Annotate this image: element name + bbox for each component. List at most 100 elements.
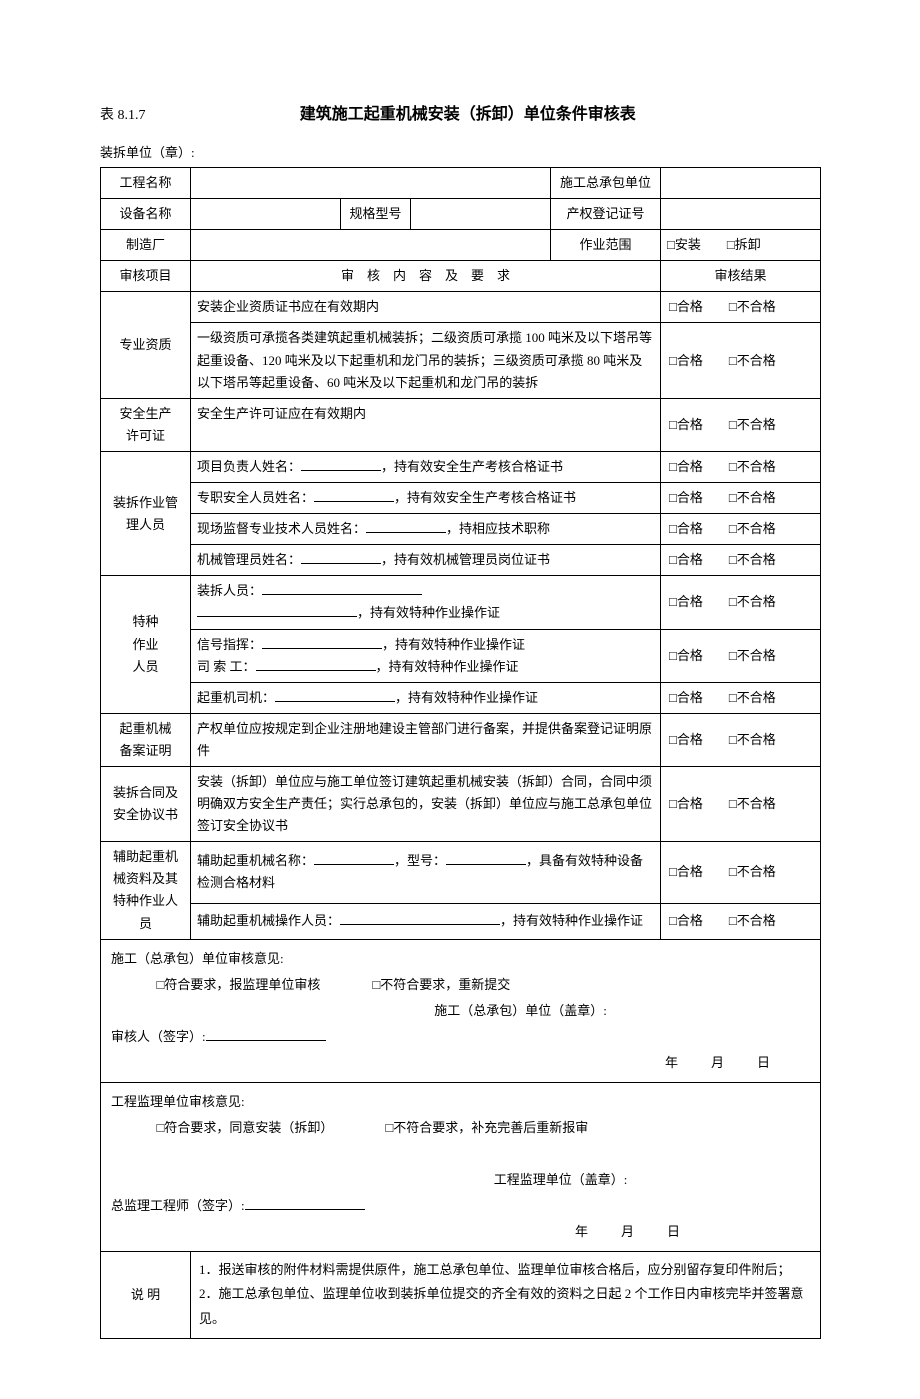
result-cell[interactable]: □合格 □不合格 — [661, 545, 821, 576]
blank-field[interactable] — [314, 852, 394, 865]
blank-field[interactable] — [256, 658, 376, 671]
page: 表 8.1.7 建筑施工起重机械安装（拆卸）单位条件审核表 装拆单位（章）: 工… — [0, 0, 920, 1399]
table-row: 起重机司机：，持有效特种作业操作证 □合格 □不合格 — [101, 682, 821, 713]
checkbox-install[interactable]: □安装 — [667, 237, 701, 252]
checkbox-opt1[interactable]: □符合要求，报监理单位审核 — [111, 972, 320, 998]
text: 安全生产 — [119, 406, 171, 421]
result-cell[interactable]: □合格 □不合格 — [661, 713, 821, 766]
subhead: 装拆单位（章）: — [100, 142, 820, 161]
result-cell[interactable]: □合格 □不合格 — [661, 629, 821, 682]
field-project-name[interactable] — [191, 168, 551, 199]
checkbox-dismantle[interactable]: □拆卸 — [727, 237, 761, 252]
blank-field[interactable] — [314, 489, 394, 502]
checkbox-pass[interactable]: □合格 — [669, 913, 703, 928]
result-cell[interactable]: □合格 □不合格 — [661, 576, 821, 629]
checkbox-fail[interactable]: □不合格 — [729, 913, 776, 928]
result-cell[interactable]: □合格 □不合格 — [661, 514, 821, 545]
label-manufacturer: 制造厂 — [101, 230, 191, 261]
blank-field[interactable] — [340, 912, 500, 925]
sign-field[interactable] — [206, 1028, 326, 1041]
field-equipment-name[interactable] — [191, 199, 341, 230]
checkbox-pass[interactable]: □合格 — [669, 299, 703, 314]
checkbox-opt2[interactable]: □不符合要求，重新提交 — [372, 977, 510, 992]
text: 作业 — [132, 637, 158, 652]
checkbox-fail[interactable]: □不合格 — [729, 353, 776, 368]
blank-field[interactable] — [262, 582, 422, 595]
content-mgmt-1: 项目负责人姓名：，持有效安全生产考核合格证书 — [191, 451, 661, 482]
text: 辅助起重机 — [113, 849, 178, 864]
text: 特种 — [132, 614, 158, 629]
text: 员 — [139, 916, 152, 931]
content-special-2: 信号指挥：，持有效特种作业操作证 司 索 工：，持有效特种作业操作证 — [191, 629, 661, 682]
checkbox-opt1[interactable]: □符合要求，同意安装（拆卸） — [111, 1115, 333, 1141]
checkbox-pass[interactable]: □合格 — [669, 732, 703, 747]
checkbox-fail[interactable]: □不合格 — [729, 552, 776, 567]
text: ，持有效安全生产考核合格证书 — [381, 459, 563, 474]
checkbox-fail[interactable]: □不合格 — [729, 732, 776, 747]
result-cell[interactable]: □合格 □不合格 — [661, 451, 821, 482]
checkbox-opt2[interactable]: □不符合要求，补充完善后重新报审 — [385, 1120, 588, 1135]
field-general-contractor[interactable] — [661, 168, 821, 199]
checkbox-pass[interactable]: □合格 — [669, 690, 703, 705]
checkbox-fail[interactable]: □不合格 — [729, 521, 776, 536]
checkbox-fail[interactable]: □不合格 — [729, 299, 776, 314]
checkbox-pass[interactable]: □合格 — [669, 353, 703, 368]
checkbox-pass[interactable]: □合格 — [669, 490, 703, 505]
result-cell[interactable]: □合格 □不合格 — [661, 842, 821, 903]
checkbox-fail[interactable]: □不合格 — [729, 490, 776, 505]
checkbox-fail[interactable]: □不合格 — [729, 459, 776, 474]
checkbox-pass[interactable]: □合格 — [669, 552, 703, 567]
checkbox-fail[interactable]: □不合格 — [729, 417, 776, 432]
table-row: 信号指挥：，持有效特种作业操作证 司 索 工：，持有效特种作业操作证 □合格 □… — [101, 629, 821, 682]
table-row: 辅助起重机 械资料及其 特种作业人 员 辅助起重机械名称：，型号：，具备有效特种… — [101, 842, 821, 903]
label-property-cert: 产权登记证号 — [551, 199, 661, 230]
table-row: 安全生产 许可证 安全生产许可证应在有效期内 □合格 □不合格 — [101, 398, 821, 451]
result-cell[interactable]: □合格 □不合格 — [661, 682, 821, 713]
field-property-cert[interactable] — [661, 199, 821, 230]
checkbox-fail[interactable]: □不合格 — [729, 648, 776, 663]
field-spec-model[interactable] — [411, 199, 551, 230]
content-safety-permit: 安全生产许可证应在有效期内 — [191, 398, 661, 451]
col-review-result: 审核结果 — [661, 261, 821, 292]
opinion-head: 施工（总承包）单位审核意见: — [111, 946, 810, 972]
field-manufacturer[interactable] — [191, 230, 551, 261]
blank-field[interactable] — [366, 520, 446, 533]
checkbox-pass[interactable]: □合格 — [669, 417, 703, 432]
checkbox-pass[interactable]: □合格 — [669, 796, 703, 811]
checkbox-fail[interactable]: □不合格 — [729, 594, 776, 609]
blank-field[interactable] — [446, 852, 526, 865]
text: 特种作业人 — [113, 893, 178, 908]
blank-field[interactable] — [197, 604, 357, 617]
result-cell[interactable]: □合格 □不合格 — [661, 398, 821, 451]
table-row: 装拆合同及 安全协议书 安装（拆卸）单位应与施工单位签订建筑起重机械安装（拆卸）… — [101, 766, 821, 841]
blank-field[interactable] — [275, 689, 395, 702]
label-equipment-name: 设备名称 — [101, 199, 191, 230]
table-row: 机械管理员姓名：，持有效机械管理员岗位证书 □合格 □不合格 — [101, 545, 821, 576]
checkbox-pass[interactable]: □合格 — [669, 648, 703, 663]
result-cell[interactable]: □合格 □不合格 — [661, 903, 821, 939]
checkbox-fail[interactable]: □不合格 — [729, 864, 776, 879]
checkbox-pass[interactable]: □合格 — [669, 459, 703, 474]
text: 械资料及其 — [113, 871, 178, 886]
checkbox-pass[interactable]: □合格 — [669, 521, 703, 536]
result-cell[interactable]: □合格 □不合格 — [661, 483, 821, 514]
blank-field[interactable] — [262, 636, 382, 649]
label-safety-permit: 安全生产 许可证 — [101, 398, 191, 451]
result-cell[interactable]: □合格 □不合格 — [661, 292, 821, 323]
blank-field[interactable] — [301, 551, 381, 564]
text: 信号指挥： — [197, 637, 262, 652]
table-row: 一级资质可承揽各类建筑起重机械装拆；二级资质可承揽 100 吨米及以下塔吊等起重… — [101, 323, 821, 398]
checkbox-pass[interactable]: □合格 — [669, 864, 703, 879]
checkbox-fail[interactable]: □不合格 — [729, 690, 776, 705]
text: ，型号： — [394, 853, 446, 868]
result-cell[interactable]: □合格 □不合格 — [661, 766, 821, 841]
field-scope[interactable]: □安装 □拆卸 — [661, 230, 821, 261]
result-cell[interactable]: □合格 □不合格 — [661, 323, 821, 398]
text: 起重机械 — [119, 721, 171, 736]
checkbox-fail[interactable]: □不合格 — [729, 796, 776, 811]
checkbox-pass[interactable]: □合格 — [669, 594, 703, 609]
blank-field[interactable] — [301, 458, 381, 471]
sign-label: 总监理工程师（签字）: — [111, 1198, 245, 1213]
sign-field[interactable] — [245, 1197, 365, 1210]
table-row: 工程监理单位审核意见: □符合要求，同意安装（拆卸） □不符合要求，补充完善后重… — [101, 1082, 821, 1251]
